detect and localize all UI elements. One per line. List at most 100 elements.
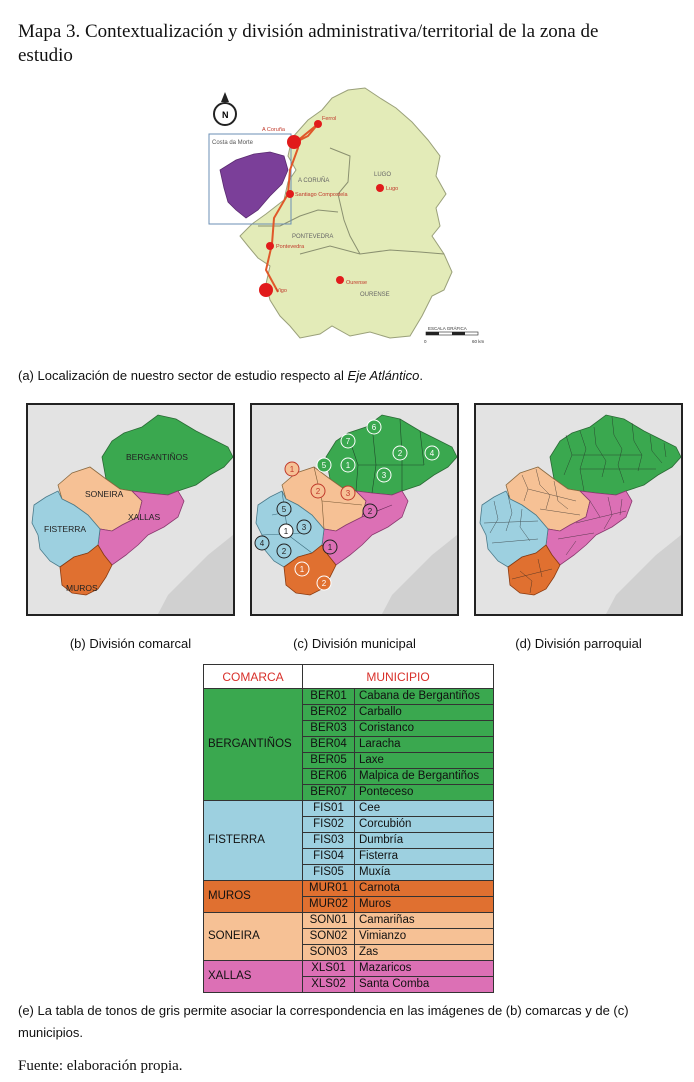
municipio-code: BER05 <box>302 752 355 769</box>
panel-comarcal: BERGANTIÑOS SONEIRA XALLAS FISTERRA MURO… <box>26 403 235 616</box>
panel-parroquial <box>474 403 683 616</box>
municipio-code: BER04 <box>302 736 355 753</box>
city-vigo <box>259 283 273 297</box>
municipio-code: BER03 <box>302 720 355 737</box>
label-ferrol: Ferrol <box>322 116 336 122</box>
svg-text:5: 5 <box>322 461 327 470</box>
svg-text:ESCALA GRÁFICA: ESCALA GRÁFICA <box>428 325 467 331</box>
svg-text:7: 7 <box>346 437 351 446</box>
municipio-name: Cabana de Bergantiños <box>354 688 494 705</box>
municipio-code: FIS03 <box>302 832 355 849</box>
page-title: Mapa 3. Contextualización y división adm… <box>18 21 599 66</box>
municipio-name: Carballo <box>354 704 494 721</box>
marker-ber07: 7 <box>340 433 356 449</box>
svg-text:5: 5 <box>282 505 287 514</box>
municipio-markers: 7 6 5 1 2 4 3 1 2 3 5 1 3 2 4 2 1 1 2 <box>254 419 440 591</box>
municipio-code: FIS02 <box>302 816 355 833</box>
region-xallas <box>97 490 185 566</box>
study-area <box>219 151 289 219</box>
marker-fis03: 3 <box>296 519 312 535</box>
municipio-code: FIS01 <box>302 800 355 817</box>
municipio-name: Corcubión <box>354 816 494 833</box>
city-ourense <box>336 276 344 284</box>
province-border-ourense <box>299 245 445 255</box>
region-muros <box>507 544 561 596</box>
marker-fis04: 4 <box>254 535 270 551</box>
label-muros: MUROS <box>66 583 98 593</box>
header-municipio: MUNICIPIO <box>302 664 494 689</box>
municipio-name: Santa Comba <box>354 976 494 993</box>
municipio-code: MUR01 <box>302 880 355 897</box>
svg-text:2: 2 <box>322 579 327 588</box>
source-note: Fuente: elaboración propia. <box>18 1058 183 1074</box>
caption-a: (a) Localización de nuestro sector de es… <box>18 368 423 383</box>
municipio-name: Muros <box>354 896 494 913</box>
municipio-name: Muxía <box>354 864 494 881</box>
parish-boundaries <box>483 416 667 594</box>
municipio-code: SON03 <box>302 944 355 961</box>
svg-text:3: 3 <box>382 471 387 480</box>
marker-son01: 1 <box>284 461 300 477</box>
label-santiago: Santiago Compostela <box>295 192 349 198</box>
coast-right <box>606 535 681 614</box>
municipio-code: SON01 <box>302 912 355 929</box>
municipio-code: BER02 <box>302 704 355 721</box>
inset-label: Costa da Morte <box>212 140 254 146</box>
comarca-cell: SONEIRA <box>203 912 303 961</box>
svg-text:3: 3 <box>346 489 351 498</box>
table-row: XALLAS XLS01 Mazaricos <box>203 960 494 993</box>
city-lugo <box>376 184 384 192</box>
region-xallas <box>545 490 633 566</box>
header-comarca: COMARCA <box>203 664 303 689</box>
city-ferrol <box>314 120 322 128</box>
scale-bar: ESCALA GRÁFICA 0 60 km <box>424 325 485 344</box>
inset-box <box>208 133 292 225</box>
municipio-name: Zas <box>354 944 494 961</box>
marker-ber01: 1 <box>340 457 356 473</box>
province-lugo: LUGO <box>374 172 391 178</box>
svg-text:1: 1 <box>290 465 295 474</box>
table-row: FISTERRA FIS01 Cee <box>203 800 494 881</box>
marker-ber06: 6 <box>366 419 382 435</box>
svg-text:1: 1 <box>300 565 305 574</box>
municipio-name: Coristanco <box>354 720 494 737</box>
marker-ber03: 3 <box>376 467 392 483</box>
svg-text:N: N <box>222 110 229 120</box>
svg-text:2: 2 <box>316 487 321 496</box>
municipio-code: BER01 <box>302 688 355 705</box>
city-santiago <box>286 190 294 198</box>
svg-text:2: 2 <box>282 547 287 556</box>
label-ourense: Ourense <box>346 280 367 286</box>
panel-municipal: 7 6 5 1 2 4 3 1 2 3 5 1 3 2 4 2 1 1 2 <box>250 403 459 616</box>
svg-text:6: 6 <box>372 423 377 432</box>
marker-ber04: 4 <box>424 445 440 461</box>
municipio-code: FIS05 <box>302 864 355 881</box>
marker-fis01: 1 <box>278 523 294 539</box>
caption-e: (e) La tabla de tonos de gris permite as… <box>18 1003 629 1040</box>
caption-c: (c) División municipal <box>293 636 416 651</box>
galicia-map: Costa da Morte A Coruña Ferrol Santiago … <box>208 87 485 344</box>
region-muros <box>59 544 113 596</box>
province-a-coruna: A CORUÑA <box>298 177 329 184</box>
marker-ber05: 5 <box>316 457 332 473</box>
table-row: BERGANTIÑOS BER01 Cabana de Bergantiños <box>203 688 494 801</box>
city-pontevedra <box>266 242 274 250</box>
province-border-lugo <box>329 147 361 255</box>
marker-fis05: 5 <box>276 501 292 517</box>
municipio-name: Fisterra <box>354 848 494 865</box>
label-vigo: Vigo <box>276 288 287 294</box>
municipio-code: XLS01 <box>302 960 355 977</box>
marker-mur01: 1 <box>294 561 310 577</box>
city-a-coruna <box>287 135 301 149</box>
marker-ber02: 2 <box>392 445 408 461</box>
galicia-land <box>239 87 453 339</box>
municipio-name: Laracha <box>354 736 494 753</box>
marker-fis02: 2 <box>276 543 292 559</box>
municipio-name: Carnota <box>354 880 494 897</box>
svg-text:2: 2 <box>398 449 403 458</box>
table-row: MUROS MUR01 Carnota <box>203 880 494 913</box>
comarca-cell: FISTERRA <box>203 800 303 881</box>
municipio-code: FIS04 <box>302 848 355 865</box>
marker-son02: 2 <box>310 483 326 499</box>
municipio-code: BER06 <box>302 768 355 785</box>
